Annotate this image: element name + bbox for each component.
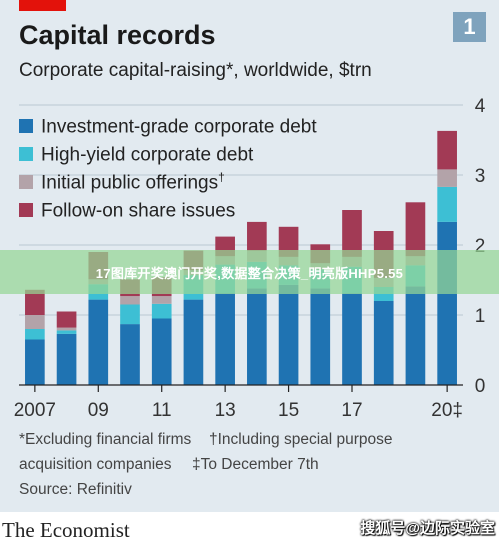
bar-2012-series-0: [183, 299, 204, 385]
y-tick-label-1: 1: [475, 306, 486, 327]
x-tick-label-2015: 15: [278, 400, 299, 421]
bar-2007-series-1: [25, 329, 45, 340]
x-tick-label-2007: 2007: [14, 400, 56, 421]
chart-card: 1 Capital records Corporate capital-rais…: [0, 0, 499, 512]
bar-2009-series-0: [88, 299, 109, 385]
footnote-line-1b: †Including special purpose: [209, 431, 393, 448]
legend-item-follow-on: Follow-on share issues: [19, 196, 317, 224]
bar-2013-series-0: [215, 293, 235, 385]
legend-swatch-follow-on: [19, 203, 33, 217]
watermark-text: 17图库开奖澳门开奖,数据整合决策_明亮版HHP5.55: [95, 266, 404, 281]
legend-item-ipo: Initial public offerings†: [19, 168, 317, 196]
corner-watermark: 搜狐号@边际实验室: [360, 520, 495, 537]
bar-2010-series-0: [120, 324, 140, 385]
y-tick-label-2: 2: [475, 236, 486, 257]
legend-item-investment-grade: Investment-grade corporate debt: [19, 112, 317, 140]
bar-2015-series-3: [278, 226, 299, 257]
bar-2020-series-0: [437, 221, 457, 385]
legend-label-ipo: Initial public offerings†: [41, 169, 225, 194]
legend-label-investment-grade: Investment-grade corporate debt: [41, 116, 317, 138]
bar-2008-series-2: [56, 327, 77, 331]
bar-2020-series-2: [437, 169, 457, 187]
bar-2017-series-0: [342, 293, 362, 385]
legend-item-high-yield: High-yield corporate debt: [19, 140, 317, 168]
bar-2019-series-3: [405, 202, 426, 257]
bar-2011-series-2: [151, 296, 172, 304]
legend-swatch-investment-grade: [19, 119, 33, 133]
legend-label-follow-on: Follow-on share issues: [41, 200, 236, 222]
bar-2008-series-1: [56, 330, 77, 334]
economist-logo: The Economist: [2, 518, 130, 542]
footnote-line-2b: ‡To December 7th: [192, 456, 319, 473]
footnote-line-2a: acquisition companies: [19, 456, 172, 473]
bar-2014-series-3: [247, 221, 267, 251]
y-tick-label-4: 4: [475, 96, 486, 117]
watermark-band: 17图库开奖澳门开奖,数据整合决策_明亮版HHP5.55: [0, 250, 499, 294]
bar-2020-series-1: [437, 186, 457, 222]
bar-2007-series-3: [25, 289, 45, 315]
brand-red-tab: [19, 0, 66, 11]
bar-2011-series-0: [151, 318, 172, 385]
bar-2015-series-0: [278, 284, 299, 385]
x-tick-label-2017: 17: [341, 400, 362, 421]
chart-title: Capital records: [19, 20, 216, 50]
x-tick-label-2009: 09: [88, 400, 109, 421]
chart-subtitle: Corporate capital-raising*, worldwide, $…: [19, 60, 372, 81]
legend-label-high-yield: High-yield corporate debt: [41, 144, 254, 166]
bar-2020-series-3: [437, 130, 457, 170]
footnote-line-1a: *Excluding financial firms: [19, 431, 192, 448]
y-tick-label-0: 0: [475, 376, 486, 397]
bar-2010-series-1: [120, 304, 140, 325]
x-tick-label-2013: 13: [215, 400, 236, 421]
legend-swatch-ipo: [19, 175, 33, 189]
x-tick-label-2020: 20‡: [431, 400, 463, 421]
chart-legend: Investment-grade corporate debt High-yie…: [19, 112, 317, 224]
bar-2014-series-0: [247, 288, 267, 385]
bar-2019-series-0: [405, 286, 426, 385]
panel-number-badge: 1: [453, 12, 486, 42]
bar-2008-series-3: [56, 311, 77, 328]
source-note: Source: Refinitiv: [19, 481, 132, 498]
bar-2007-series-2: [25, 315, 45, 329]
bar-2007-series-0: [25, 339, 45, 385]
y-tick-label-3: 3: [475, 166, 486, 187]
x-tick-label-2011: 11: [152, 400, 172, 421]
bar-2018-series-0: [373, 301, 394, 385]
legend-swatch-high-yield: [19, 147, 33, 161]
bar-2008-series-0: [56, 333, 77, 385]
bar-2011-series-1: [151, 303, 172, 319]
bar-2016-series-0: [310, 288, 331, 385]
bar-2017-series-3: [342, 210, 362, 257]
bar-2010-series-2: [120, 296, 140, 305]
